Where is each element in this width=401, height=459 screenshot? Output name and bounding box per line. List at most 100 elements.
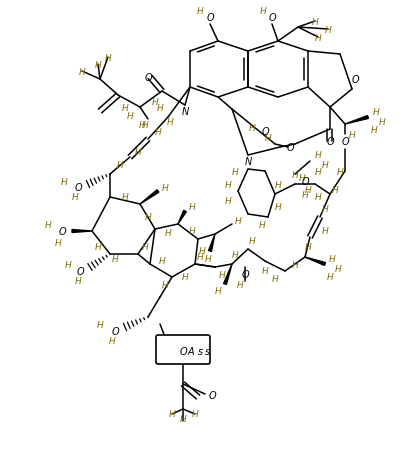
Text: N: N: [244, 157, 251, 167]
Text: H: H: [249, 237, 255, 246]
Text: H: H: [95, 243, 101, 252]
Text: H: H: [292, 170, 298, 179]
Text: H: H: [188, 203, 195, 212]
Text: H: H: [79, 67, 85, 76]
Text: H: H: [105, 53, 111, 62]
Polygon shape: [72, 230, 92, 233]
Text: H: H: [299, 173, 306, 182]
Text: H: H: [315, 167, 321, 176]
Text: H: H: [165, 228, 171, 237]
Text: H: H: [232, 250, 238, 259]
Text: H: H: [259, 220, 265, 229]
Text: H: H: [232, 167, 238, 176]
Polygon shape: [140, 190, 159, 205]
Text: H: H: [65, 260, 71, 269]
Text: H: H: [61, 177, 67, 186]
Text: H: H: [162, 280, 168, 289]
Text: H: H: [275, 203, 282, 212]
Text: O: O: [144, 73, 152, 83]
Text: O: O: [286, 143, 294, 153]
Text: N: N: [181, 107, 188, 117]
Text: H: H: [162, 335, 168, 344]
Text: O: O: [326, 137, 334, 147]
Text: H: H: [205, 255, 211, 264]
Text: H: H: [167, 117, 173, 126]
Text: H: H: [325, 25, 331, 34]
Text: H: H: [235, 217, 241, 226]
Text: H: H: [275, 180, 282, 189]
Text: H: H: [127, 111, 134, 120]
Text: H: H: [237, 280, 243, 289]
Text: H: H: [139, 120, 146, 129]
Text: s: s: [197, 346, 203, 356]
Text: H: H: [111, 255, 118, 264]
Text: H: H: [371, 125, 377, 134]
Text: H: H: [379, 117, 385, 126]
Text: O: O: [206, 13, 214, 23]
Text: H: H: [188, 227, 195, 236]
Text: H: H: [162, 183, 168, 192]
Text: H: H: [332, 185, 338, 194]
Text: H: H: [192, 409, 198, 419]
Text: O: O: [58, 226, 66, 236]
Text: O: O: [268, 13, 276, 23]
Text: H: H: [97, 320, 103, 329]
Text: H: H: [373, 107, 379, 116]
Text: H: H: [225, 197, 231, 206]
Text: O: O: [351, 75, 359, 85]
Polygon shape: [178, 211, 186, 224]
Text: H: H: [305, 185, 311, 194]
Text: H: H: [155, 127, 161, 136]
Text: H: H: [292, 260, 298, 269]
Text: H: H: [249, 123, 255, 132]
Text: O: O: [76, 266, 84, 276]
Text: H: H: [196, 6, 203, 16]
Text: O: O: [241, 269, 249, 280]
Polygon shape: [209, 235, 215, 252]
Text: H: H: [271, 275, 278, 284]
Polygon shape: [305, 257, 326, 266]
Text: A: A: [188, 346, 194, 356]
Text: H: H: [265, 133, 271, 142]
Text: H: H: [225, 180, 231, 189]
Text: O: O: [261, 127, 269, 137]
Text: H: H: [117, 160, 124, 169]
Text: H: H: [198, 247, 205, 256]
Text: H: H: [75, 277, 81, 286]
Text: O: O: [74, 183, 82, 193]
Text: H: H: [219, 270, 225, 279]
Text: H: H: [336, 167, 343, 176]
Text: H: H: [152, 97, 158, 106]
Text: s: s: [205, 346, 210, 356]
Text: H: H: [329, 255, 335, 264]
Polygon shape: [345, 116, 369, 125]
Text: O: O: [208, 390, 216, 400]
Text: H: H: [315, 150, 321, 159]
Text: H: H: [322, 160, 328, 169]
Text: H: H: [45, 221, 51, 230]
Text: H: H: [196, 253, 203, 262]
Text: O: O: [341, 137, 349, 147]
Text: H: H: [135, 147, 142, 156]
Text: H: H: [169, 409, 175, 419]
Text: H: H: [95, 61, 101, 69]
FancyBboxPatch shape: [156, 335, 210, 364]
Text: H: H: [302, 190, 308, 199]
Text: H: H: [109, 337, 115, 346]
Text: H: H: [142, 120, 148, 129]
Text: H: H: [259, 6, 266, 16]
Text: H: H: [122, 103, 128, 112]
Text: H: H: [72, 193, 78, 202]
Text: H: H: [180, 414, 186, 424]
Text: H: H: [122, 193, 128, 202]
Text: H: H: [157, 103, 163, 112]
Text: H: H: [182, 273, 188, 282]
Text: O: O: [301, 177, 309, 187]
Text: H: H: [348, 130, 355, 139]
Text: H: H: [315, 34, 321, 42]
Text: O: O: [111, 326, 119, 336]
Text: H: H: [327, 273, 333, 282]
Text: H: H: [159, 257, 165, 266]
Text: H: H: [215, 287, 221, 296]
Polygon shape: [224, 264, 232, 285]
